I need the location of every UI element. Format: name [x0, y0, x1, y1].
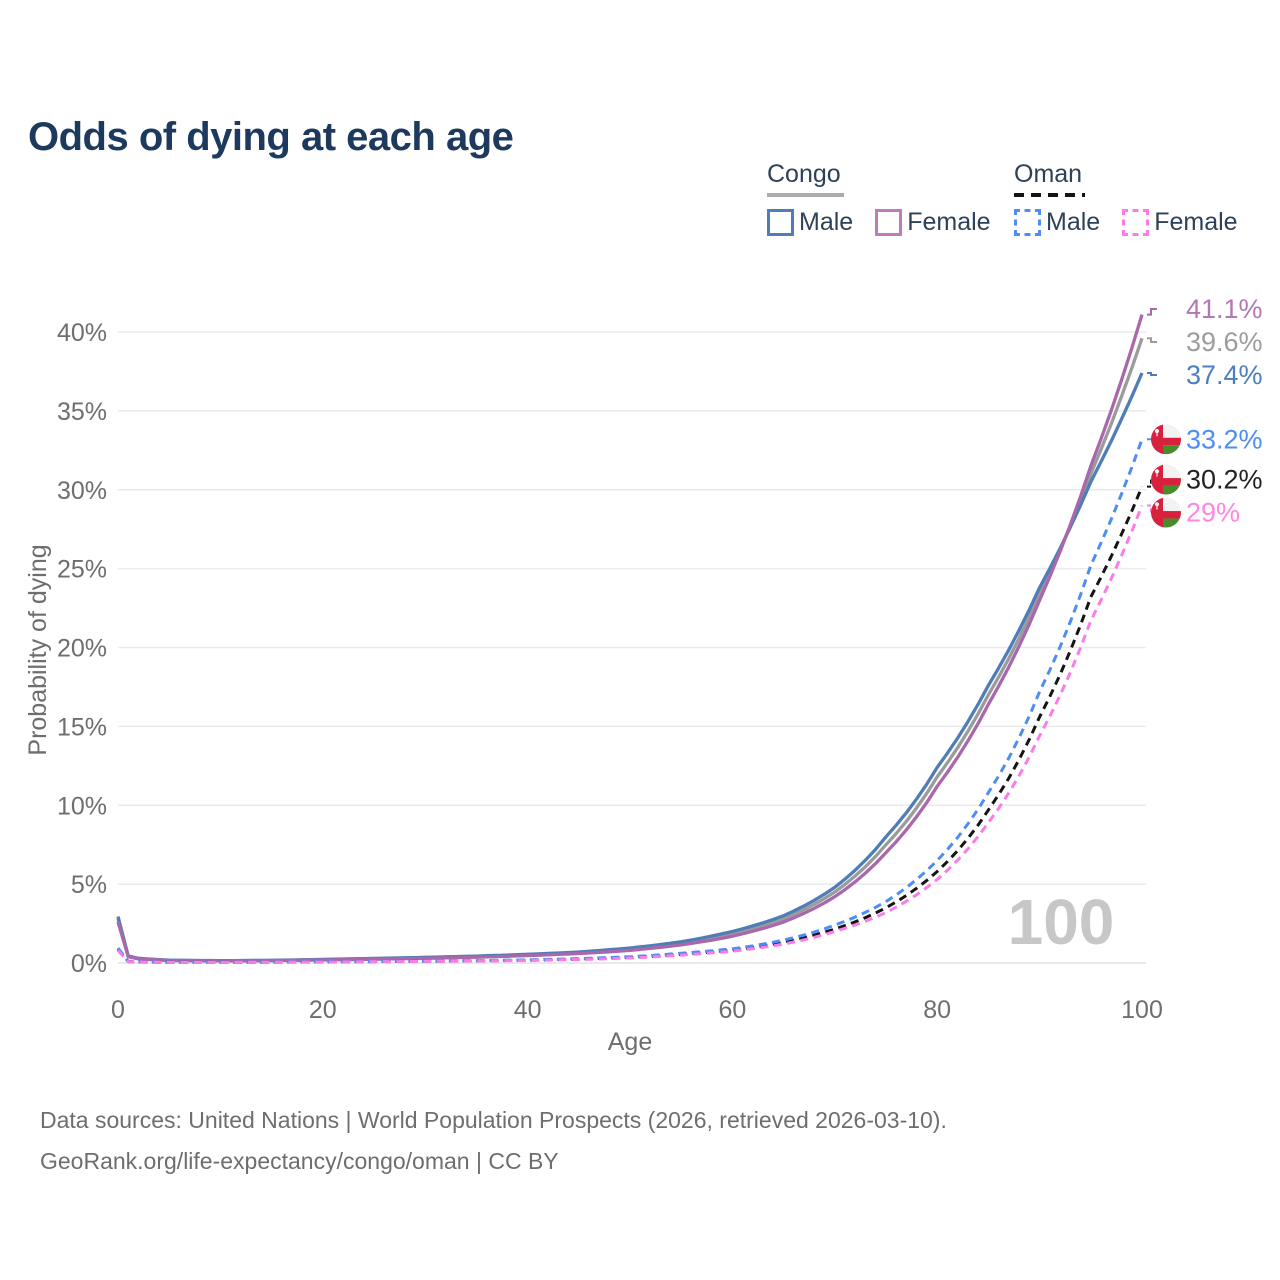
age-watermark: 100 — [1008, 886, 1115, 958]
x-tick-label: 40 — [514, 996, 542, 1024]
line-oman[interactable] — [116, 486, 1144, 964]
legend-country-oman[interactable]: Oman — [1014, 160, 1083, 188]
legend-item-oman-female[interactable]: Female — [1122, 208, 1238, 237]
x-tick-label: 20 — [309, 996, 337, 1024]
label-connector-congo — [1147, 337, 1157, 343]
y-tick-label: 0% — [71, 950, 107, 978]
legend-item-label: Female — [1154, 208, 1238, 236]
x-axis-title: Age — [608, 1028, 652, 1056]
label-connector-congo-female — [1147, 308, 1157, 316]
x-tick-label: 60 — [718, 996, 746, 1024]
congo-line-style-swatch — [767, 193, 844, 197]
legend-item-oman-male[interactable]: Male — [1014, 208, 1100, 237]
legend-item-label: Male — [799, 208, 854, 236]
legend-item-congo-female[interactable]: Female — [875, 208, 991, 237]
oman-line-style-swatch — [1014, 193, 1085, 197]
x-tick-label: 100 — [1121, 996, 1163, 1024]
oman-male-swatch-icon — [1014, 209, 1041, 236]
y-tick-label: 25% — [57, 556, 107, 584]
oman-female-swatch-icon — [1122, 209, 1150, 236]
legend-item-label: Male — [1046, 208, 1101, 236]
y-tick-label: 35% — [57, 398, 107, 426]
end-value-label-oman: 30.2% — [1186, 465, 1263, 495]
congo-female-swatch-icon — [875, 209, 903, 236]
oman-flag-icon — [1151, 464, 1181, 495]
footer-attribution-line: GeoRank.org/life-expectancy/congo/oman |… — [40, 1148, 559, 1174]
line-congo-male[interactable] — [116, 372, 1144, 963]
congo-male-swatch-icon — [767, 209, 794, 236]
y-axis-title: Probability of dying — [24, 544, 52, 755]
legend-item-label: Female — [907, 208, 991, 236]
y-tick-label: 30% — [57, 477, 107, 505]
legend-country-congo[interactable]: Congo — [767, 160, 841, 188]
end-value-label-congo-female: 41.1% — [1186, 294, 1263, 324]
label-connector-congo-male — [1147, 372, 1157, 376]
oman-flag-icon — [1151, 424, 1181, 455]
oman-flag-icon — [1151, 497, 1181, 528]
line-oman-female[interactable] — [116, 504, 1144, 964]
legend-group-oman: Oman Male Female — [1014, 160, 1260, 237]
legend-item-congo-male[interactable]: Male — [767, 208, 853, 237]
line-congo[interactable] — [116, 337, 1144, 963]
y-tick-label: 15% — [57, 713, 107, 741]
y-tick-label: 20% — [57, 635, 107, 663]
y-tick-label: 40% — [57, 319, 107, 347]
footer-sources-line: Data sources: United Nations | World Pop… — [40, 1107, 947, 1133]
x-tick-label: 0 — [111, 996, 125, 1024]
page-title: Odds of dying at each age — [28, 114, 514, 159]
y-tick-label: 5% — [71, 871, 107, 899]
y-tick-label: 10% — [57, 792, 107, 820]
end-value-label-congo-male: 37.4% — [1186, 360, 1263, 390]
end-value-label-oman-female: 29% — [1186, 498, 1240, 528]
legend-group-congo: Congo Male Female — [767, 160, 1013, 237]
footer: Data sources: United Nations | World Pop… — [40, 1100, 947, 1182]
end-value-label-congo: 39.6% — [1186, 327, 1263, 357]
end-value-label-oman-male: 33.2% — [1186, 424, 1263, 454]
x-tick-label: 80 — [923, 996, 951, 1024]
